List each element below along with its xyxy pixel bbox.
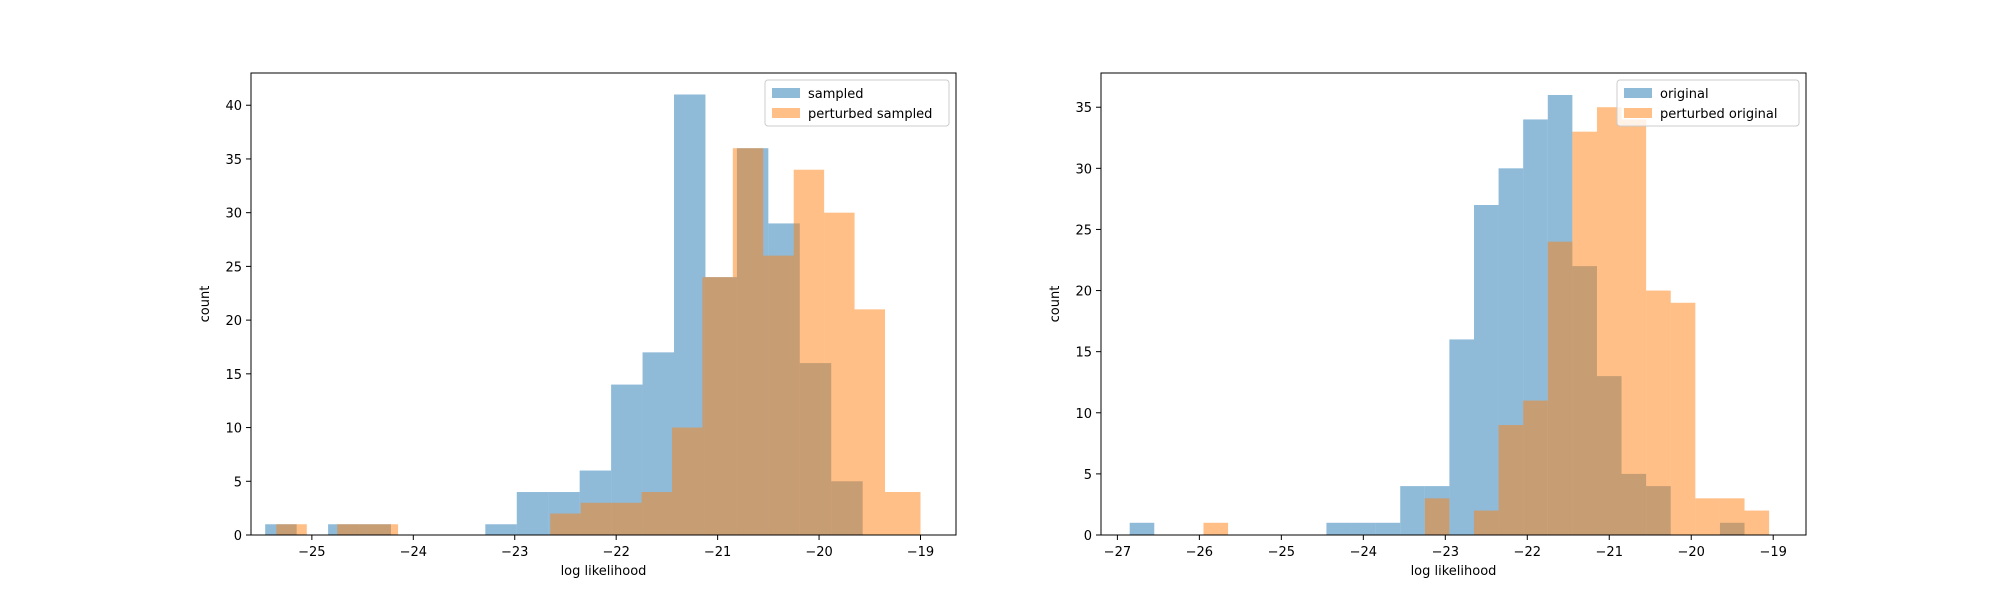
x-tick-label: −24 [1350, 545, 1377, 560]
series-perturbed-original [1203, 107, 1770, 535]
x-tick-label: −19 [1759, 545, 1786, 560]
bar [1424, 498, 1450, 535]
bar [1375, 522, 1401, 535]
bar [1670, 302, 1696, 535]
y-axis-label: count [1048, 286, 1063, 323]
legend-box [764, 79, 950, 127]
x-tick-label: −23 [501, 545, 528, 560]
x-tick-label: −22 [1514, 545, 1541, 560]
y-tick-label: 0 [234, 529, 242, 544]
bar [337, 524, 368, 535]
bar [884, 492, 921, 535]
bar [1326, 522, 1352, 535]
bar [276, 524, 307, 535]
x-axis-label: log likelihood [1411, 564, 1497, 579]
x-tick-label: −26 [1186, 545, 1213, 560]
x-tick-label: −19 [907, 545, 934, 560]
legend-swatch [772, 108, 800, 118]
bar [1695, 498, 1720, 535]
x-axis-label: log likelihood [561, 564, 647, 579]
bar [1203, 522, 1229, 535]
legend-label: sampled [808, 87, 864, 102]
x-tick-label: −23 [1432, 545, 1459, 560]
chart-panel-2: −27 −26 −25 −24 −23 −22 −21 −20 −19 0 5 10 15 20 25 30 3… [1048, 72, 1807, 579]
x-tick-label: −21 [1596, 545, 1623, 560]
bar [580, 502, 612, 535]
bar [1449, 339, 1474, 535]
x-tick-label: −25 [1268, 545, 1295, 560]
bar [1621, 119, 1647, 535]
bar [367, 524, 399, 535]
y-tick-label: 5 [234, 475, 242, 490]
x-tick-label: −21 [704, 545, 731, 560]
legend-label: perturbed original [1660, 107, 1778, 122]
bar [702, 277, 733, 535]
bar [671, 427, 703, 535]
bar [854, 309, 885, 535]
bar [485, 524, 517, 535]
bar [1129, 522, 1155, 535]
y-tick-label: 20 [225, 314, 242, 329]
legend-label: original [1660, 87, 1709, 102]
y-tick-label: 30 [225, 207, 242, 222]
axes-frame [1100, 72, 1807, 536]
legend-box [1616, 79, 1800, 127]
legend-swatch [1624, 88, 1652, 98]
bar [1473, 205, 1499, 535]
bar [611, 502, 642, 535]
legend-label: perturbed sampled [808, 107, 932, 122]
y-tick-label: 20 [1075, 285, 1092, 300]
bar [1523, 400, 1548, 535]
legend: sampled perturbed sampled [764, 79, 950, 127]
y-tick-label: 35 [1075, 101, 1092, 116]
axes-frame [250, 72, 957, 536]
y-tick-label: 35 [225, 153, 242, 168]
y-tick-label: 25 [225, 260, 242, 275]
bar [1547, 241, 1573, 535]
bar [763, 255, 794, 535]
bar [824, 212, 855, 535]
bar [1351, 522, 1376, 535]
x-tick-label: −25 [298, 545, 325, 560]
bar [516, 492, 549, 535]
y-tick-label: 25 [1075, 223, 1092, 238]
bar [1572, 131, 1597, 535]
bar [1498, 425, 1524, 535]
x-tick-label: −20 [805, 545, 832, 560]
bar [641, 492, 672, 535]
y-tick-label: 30 [1075, 162, 1092, 177]
bar [550, 513, 581, 535]
bar [1646, 290, 1671, 535]
y-tick-label: 10 [1075, 407, 1092, 422]
y-axis-label: count [198, 286, 213, 323]
legend: original perturbed original [1616, 79, 1800, 127]
x-tick-label: −22 [602, 545, 629, 560]
y-tick-label: 15 [225, 368, 242, 383]
bar [1400, 486, 1425, 535]
y-tick-label: 10 [225, 422, 242, 437]
y-tick-label: 40 [225, 99, 242, 114]
y-tick-label: 0 [1084, 529, 1092, 544]
bar [1719, 498, 1745, 535]
series-perturbed-sampled [276, 148, 921, 536]
y-tick-label: 5 [1084, 468, 1092, 483]
chart-panel-1: −25 −24 −23 −22 −21 −20 −19 0 5 10 15 20 25 30 35 40 log… [198, 72, 957, 579]
legend-swatch [1624, 108, 1652, 118]
x-tick-label: −24 [400, 545, 427, 560]
bar [1596, 107, 1622, 535]
x-tick-label: −20 [1678, 545, 1705, 560]
y-tick-label: 15 [1075, 346, 1092, 361]
x-tick-label: −27 [1104, 545, 1131, 560]
bar [793, 169, 825, 535]
bar [1473, 510, 1499, 535]
bar [732, 148, 764, 536]
bar [1744, 510, 1770, 535]
legend-swatch [772, 88, 800, 98]
